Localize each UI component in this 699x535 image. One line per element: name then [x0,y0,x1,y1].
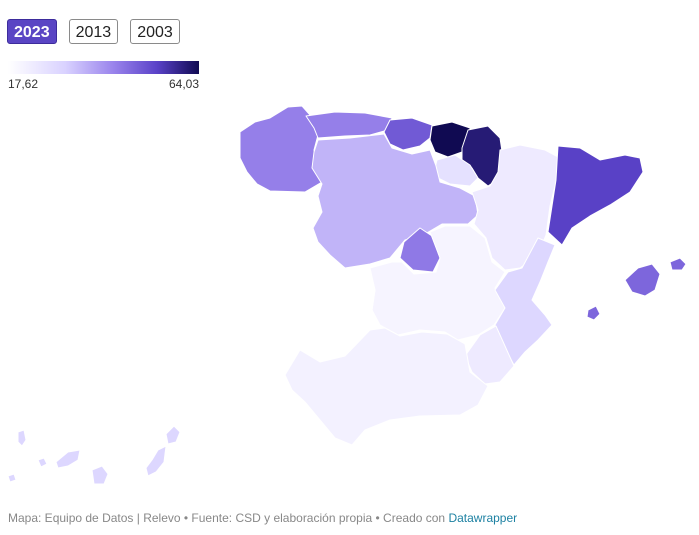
year-tabs: 2023 2013 2003 [7,19,180,44]
region-cantabria[interactable] [383,117,433,151]
region-canarias-el-hierro[interactable] [7,473,17,483]
region-comunidad-valenciana[interactable] [494,237,556,366]
region-canarias-fuerteventura[interactable] [145,445,167,477]
datawrapper-link[interactable]: Datawrapper [448,511,518,525]
region-baleares-mallorca[interactable] [624,263,661,297]
region-canarias-la-gomera[interactable] [37,457,48,468]
region-andalucia[interactable] [284,327,489,446]
tab-2003[interactable]: 2003 [130,19,180,44]
tab-2013[interactable]: 2013 [68,19,119,44]
region-canarias-gran-canaria[interactable] [91,465,109,485]
region-asturias[interactable] [305,111,393,139]
map-credits: Mapa: Equipo de Datos | Relevo • Fuente:… [8,511,517,525]
tab-2023[interactable]: 2023 [7,19,57,44]
color-legend: 17,62 64,03 [8,61,199,91]
region-madrid[interactable] [399,227,441,273]
region-baleares-ibiza[interactable] [586,305,601,321]
region-cataluna[interactable] [547,145,644,246]
region-baleares-menorca[interactable] [669,257,687,271]
legend-min-label: 17,62 [8,77,39,91]
region-canarias-la-palma[interactable] [17,429,27,447]
region-navarra[interactable] [461,125,504,187]
spain-choropleth-map [7,105,687,485]
region-canarias-tenerife[interactable] [55,449,81,469]
region-canarias-lanzarote[interactable] [165,425,181,445]
credits-text: Mapa: Equipo de Datos | Relevo • Fuente:… [8,511,446,525]
legend-max-label: 64,03 [168,77,199,91]
legend-gradient-bar [8,61,199,74]
